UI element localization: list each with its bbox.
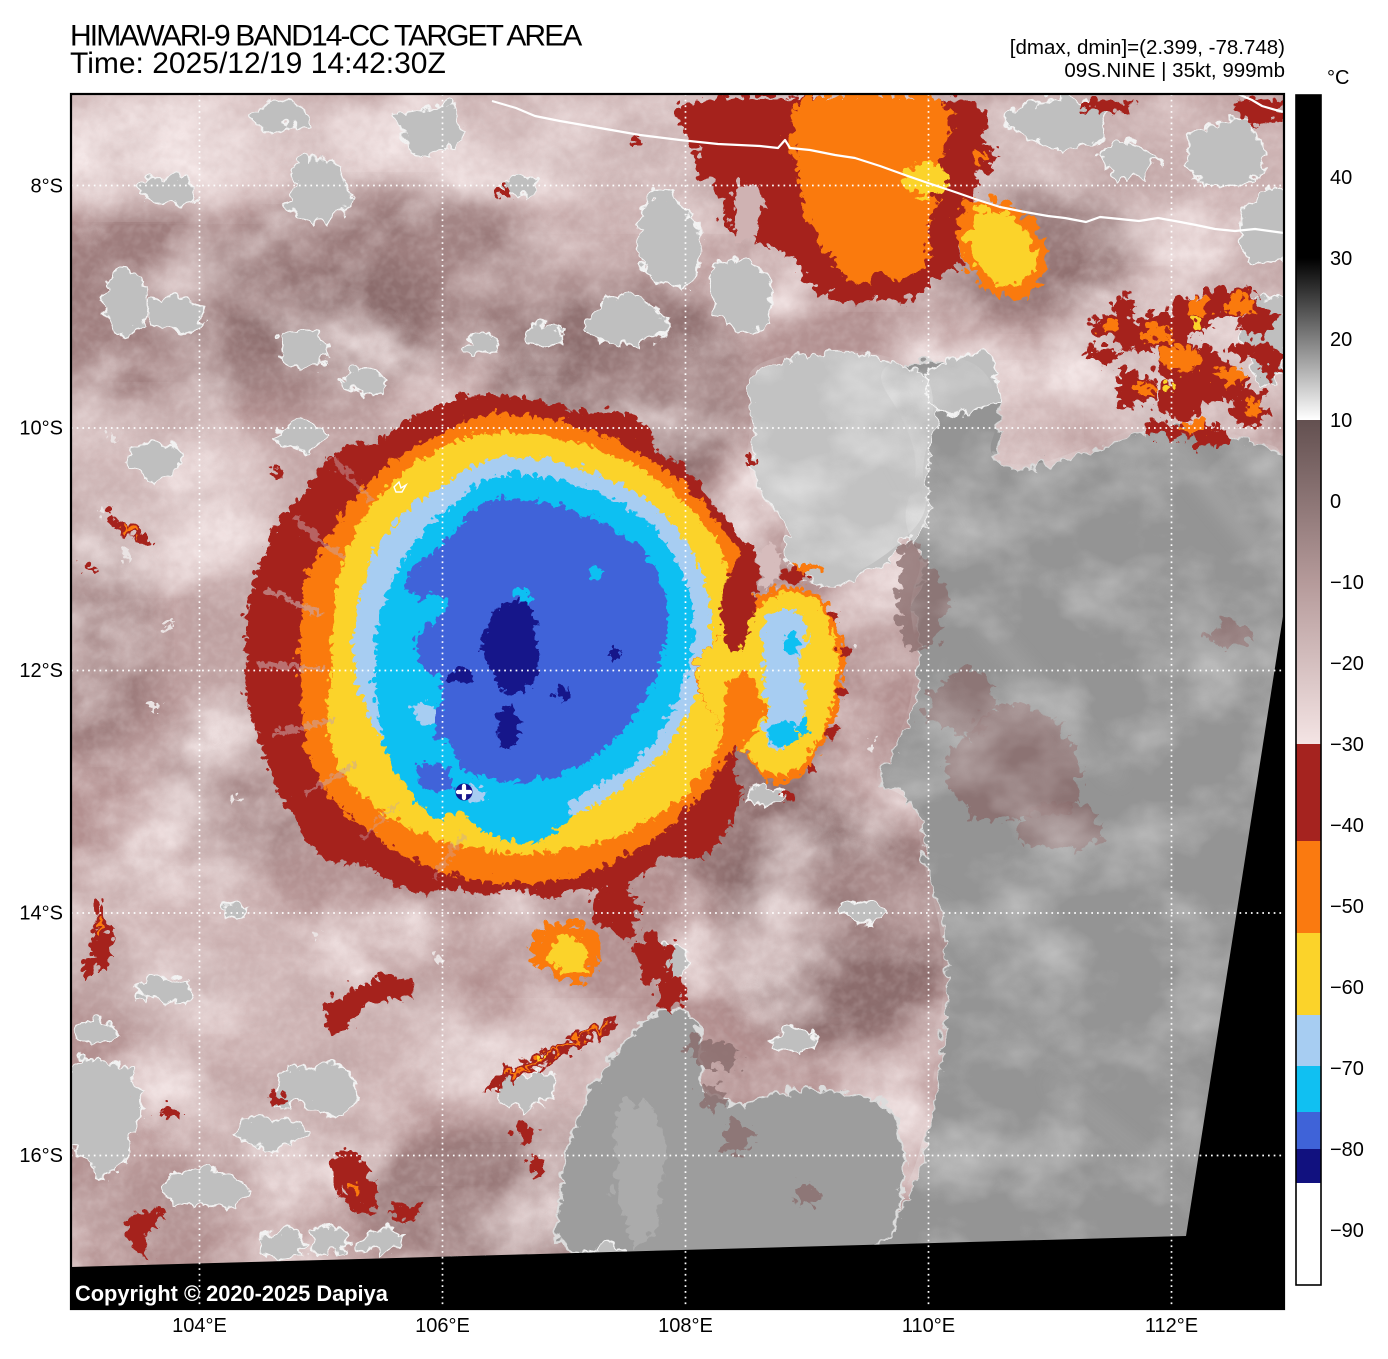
svg-text:104°E: 104°E <box>172 1315 227 1337</box>
svg-text:−70: −70 <box>1330 1058 1364 1080</box>
svg-text:−10: −10 <box>1330 572 1364 594</box>
svg-text:112°E: 112°E <box>1145 1315 1198 1337</box>
svg-text:14°S: 14°S <box>19 903 63 925</box>
svg-text:20: 20 <box>1330 329 1352 351</box>
svg-text:12°S: 12°S <box>19 660 63 682</box>
svg-text:10°S: 10°S <box>19 418 63 440</box>
svg-text:8°S: 8°S <box>31 176 63 198</box>
svg-text:0: 0 <box>1330 491 1341 513</box>
svg-text:40: 40 <box>1330 167 1352 189</box>
svg-text:10: 10 <box>1330 410 1352 432</box>
svg-text:[dmax, dmin]=(2.399, -78.748): [dmax, dmin]=(2.399, -78.748) <box>1010 36 1285 59</box>
svg-text:16°S: 16°S <box>19 1145 63 1167</box>
svg-text:Time: 2025/12/19 14:42:30Z: Time: 2025/12/19 14:42:30Z <box>70 47 446 80</box>
svg-text:−80: −80 <box>1330 1139 1364 1161</box>
svg-text:−50: −50 <box>1330 896 1364 918</box>
svg-text:108°E: 108°E <box>658 1315 713 1337</box>
svg-text:110°E: 110°E <box>902 1315 955 1337</box>
svg-text:Copyright © 2020-2025 Dapiya: Copyright © 2020-2025 Dapiya <box>75 1281 389 1306</box>
svg-text:106°E: 106°E <box>415 1315 470 1337</box>
svg-text:−20: −20 <box>1330 653 1364 675</box>
svg-text:09S.NINE | 35kt, 999mb: 09S.NINE | 35kt, 999mb <box>1064 59 1285 82</box>
svg-text:−30: −30 <box>1330 734 1364 756</box>
svg-text:−40: −40 <box>1330 815 1364 837</box>
svg-text:°C: °C <box>1327 67 1349 89</box>
svg-text:−90: −90 <box>1330 1220 1364 1242</box>
svg-text:HIMAWARI-9 BAND14-CC TARGET AR: HIMAWARI-9 BAND14-CC TARGET AREA <box>70 20 582 53</box>
svg-text:−60: −60 <box>1330 977 1364 999</box>
svg-text:30: 30 <box>1330 248 1352 270</box>
